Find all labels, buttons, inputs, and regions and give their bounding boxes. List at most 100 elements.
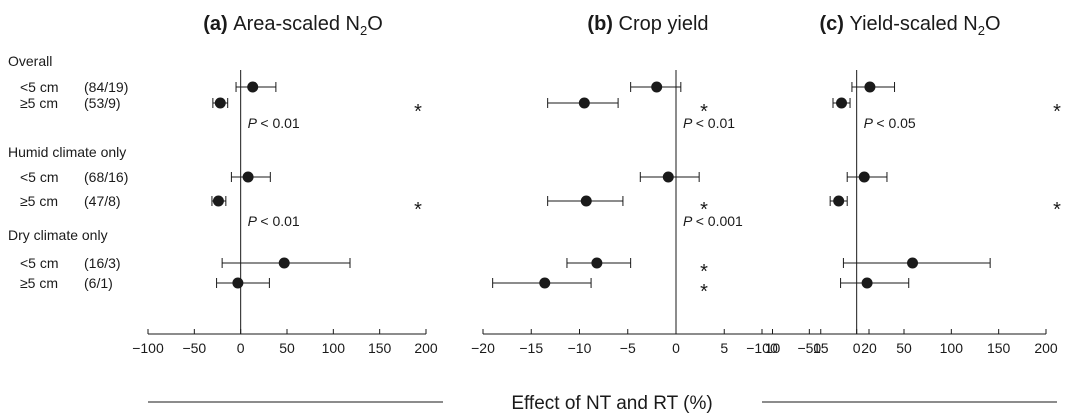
row-depth-label: ≥5 cm [20,275,58,291]
x-tick-label: −50 [797,340,821,356]
panel-1: (a) Area-scaled N2O −100 −50 0 50 100 150 200 P … [132,13,438,356]
p-value-text: < 0.05 [876,115,916,131]
x-tick-label: 5 [720,340,728,356]
p-value-label: P < 0.05 [864,115,916,131]
mean-point [212,195,224,207]
mean-point [214,97,226,109]
panel-title: (c) Yield-scaled N2O [820,13,1001,38]
mean-point [907,257,919,269]
mean-point [278,257,290,269]
p-symbol: P [864,115,877,131]
panel-title: (a) Area-scaled N2O [203,13,383,38]
panel-2: (b) Crop yield−20 −15 −10 −5 0 5 10 15 20P < 0.0… [471,13,877,356]
row-count-label: (6/1) [84,275,113,291]
row-count-label: (84/19) [84,79,128,95]
p-symbol: P [248,213,261,229]
row-count-label: (53/9) [84,95,121,111]
group-label: Humid climate only [8,144,126,160]
x-tick-label: 150 [368,340,392,356]
x-tick-label: 200 [1034,340,1058,356]
x-tick-label: −5 [620,340,636,356]
x-tick-label: 200 [414,340,438,356]
p-symbol: P [248,115,261,131]
significance-star: * [700,281,708,303]
row-count-label: (16/3) [84,255,121,271]
mean-point [591,257,603,269]
significance-star: * [700,261,708,283]
x-tick-label: 150 [987,340,1011,356]
x-tick-label: −50 [182,340,206,356]
significance-star: * [1053,101,1061,123]
mean-point [864,81,876,93]
mean-point [833,195,845,207]
group-label: Overall [8,53,52,69]
row-labels: Overall <5 cm (84/19) ≥5 cm (53/9) Humid clim… [8,53,128,291]
x-tick-label: 10 [765,340,781,356]
panel-letter: (b) [587,13,618,35]
x-tick-label: 0 [853,340,861,356]
p-value-label: P < 0.01 [248,213,300,229]
p-value-label: P < 0.01 [683,115,735,131]
panel-title-text: Yield-scaled N [850,13,978,35]
mean-point [662,171,674,183]
x-tick-label: 50 [896,340,912,356]
panel-title-suffix: O [985,13,1001,35]
significance-star: * [1053,199,1061,221]
x-tick-label: 50 [279,340,295,356]
p-value-text: < 0.01 [260,115,300,131]
mean-point [858,171,870,183]
mean-point [578,97,590,109]
x-tick-label: 15 [813,340,829,356]
p-value-label: P < 0.001 [683,213,743,229]
p-value-text: < 0.01 [696,115,736,131]
mean-point [232,277,244,289]
panel-letter: (a) [203,13,233,35]
p-value-text: < 0.001 [696,213,743,229]
p-value-text: < 0.01 [260,213,300,229]
x-tick-label: 100 [322,340,346,356]
x-tick-label: −10 [568,340,592,356]
x-tick-label: −100 [132,340,164,356]
panel-letter: (c) [820,13,850,35]
mean-point [247,81,259,93]
row-count-label: (47/8) [84,193,121,209]
chart-panels: (a) Area-scaled N2O−100 −50 0 50 100 150 200P … [132,13,1061,356]
panel-title-text: Crop yield [619,13,709,35]
mean-point [836,97,848,109]
row-count-label: (68/16) [84,169,128,185]
x-tick-label: 0 [672,340,680,356]
mean-point [861,277,873,289]
p-value-label: P < 0.01 [248,115,300,131]
panel-title-subscript: 2 [360,23,367,38]
mean-point [580,195,592,207]
panel-3: (c) Yield-scaled N2O −100 −50 0 50 100 150 200 P… [746,13,1061,356]
x-tick-label: 0 [237,340,245,356]
row-depth-label: <5 cm [20,79,59,95]
p-symbol: P [683,115,696,131]
panel-title-subscript: 2 [978,23,985,38]
x-axis-title: Effect of NT and RT (%) [511,393,712,413]
group-label: Dry climate only [8,227,108,243]
row-depth-label: ≥5 cm [20,193,58,209]
x-tick-label: −20 [471,340,495,356]
significance-star: * [414,101,422,123]
panel-title-suffix: O [367,13,383,35]
panel-title: (b) Crop yield [587,13,708,35]
panel-title-text: Area-scaled N [233,13,360,35]
mean-point [242,171,254,183]
mean-point [539,277,551,289]
x-tick-label: 20 [861,340,877,356]
mean-point [651,81,663,93]
p-symbol: P [683,213,696,229]
x-tick-label: −15 [519,340,543,356]
row-depth-label: <5 cm [20,169,59,185]
significance-star: * [414,199,422,221]
x-axis-title-group: Effect of NT and RT (%) [148,393,1057,413]
x-tick-label: 100 [940,340,964,356]
x-tick-label: −100 [746,340,778,356]
row-depth-label: ≥5 cm [20,95,58,111]
significance-star: * [700,199,708,221]
significance-star: * [700,101,708,123]
row-depth-label: <5 cm [20,255,59,271]
